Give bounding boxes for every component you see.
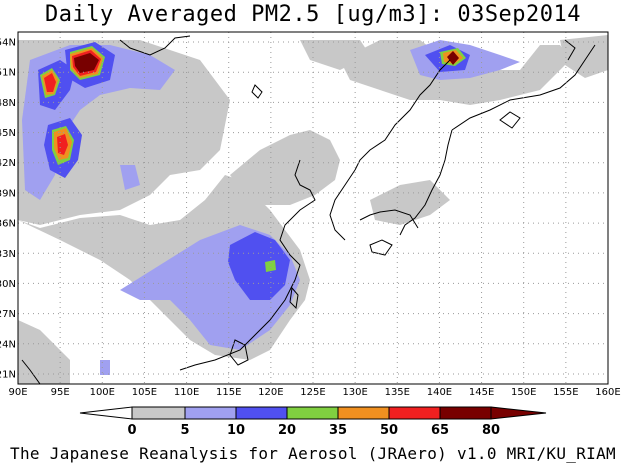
colorbar-label: 10: [227, 423, 245, 438]
colorbar-swatch: [184, 406, 237, 420]
lat-tick-label: 24N: [0, 339, 16, 350]
colorbar-swatch: [439, 406, 492, 420]
map-frame: [17, 31, 609, 385]
lon-tick-label: 90E: [8, 387, 27, 398]
colorbar-label: 35: [329, 423, 347, 438]
lon-tick-label: 155E: [553, 387, 578, 398]
lat-tick-label: 54N: [0, 38, 16, 49]
gridlines: [18, 32, 608, 384]
lat-tick-label: 21N: [0, 369, 16, 380]
colorbar-swatch: [79, 406, 133, 420]
colorbar: 0 5 10 20 35 50 65 80: [79, 406, 547, 438]
colorbar-swatch: [131, 406, 186, 420]
colorbar-label: 20: [278, 423, 296, 438]
lat-tick-label: 48N: [0, 98, 16, 109]
colorbar-swatch: [490, 406, 547, 420]
lat-tick-label: 33N: [0, 249, 16, 260]
lat-tick-label: 36N: [0, 219, 16, 230]
pm25-band-80-plus: [74, 51, 459, 73]
lon-tick-labels: 90E 95E 100E 105E 110E 115E 120E 125E 130E 135E 14…: [8, 387, 620, 398]
lon-tick-label: 140E: [427, 387, 452, 398]
lon-tick-label: 135E: [385, 387, 410, 398]
lon-tick-label: 160E: [595, 387, 620, 398]
lon-tick-label: 115E: [216, 387, 241, 398]
lat-tick-label: 27N: [0, 309, 16, 320]
colorbar-swatch: [337, 406, 390, 420]
lon-tick-label: 110E: [174, 387, 199, 398]
footer-credit: The Japanese Reanalysis for Aerosol (JRA…: [10, 444, 616, 463]
lat-tick-label: 39N: [0, 188, 16, 199]
lat-tick-label: 30N: [0, 279, 16, 290]
colorbar-label: 80: [482, 423, 500, 438]
colorbar-label: 0: [127, 423, 136, 438]
colorbar-label: 50: [380, 423, 398, 438]
lon-tick-label: 120E: [258, 387, 283, 398]
lon-tick-label: 145E: [469, 387, 494, 398]
lat-tick-labels: 54N 51N 48N 45N 42N 39N 36N 33N 30N 27N 24N 21N: [0, 38, 16, 381]
colorbar-swatch: [388, 406, 441, 420]
lon-tick-label: 95E: [51, 387, 70, 398]
colorbar-swatch: [235, 406, 288, 420]
lat-tick-label: 45N: [0, 128, 16, 139]
map-title: Daily Averaged PM2.5 [ug/m3]: 03Sep2014: [44, 2, 582, 27]
lat-tick-label: 42N: [0, 158, 16, 169]
lat-tick-label: 51N: [0, 68, 16, 79]
lon-tick-label: 150E: [511, 387, 536, 398]
colorbar-swatch: [286, 406, 339, 420]
colorbar-label: 5: [180, 423, 189, 438]
lon-tick-label: 100E: [90, 387, 115, 398]
lon-tick-label: 130E: [342, 387, 367, 398]
lon-tick-label: 105E: [132, 387, 157, 398]
colorbar-label: 65: [431, 423, 449, 438]
lon-tick-label: 125E: [300, 387, 325, 398]
